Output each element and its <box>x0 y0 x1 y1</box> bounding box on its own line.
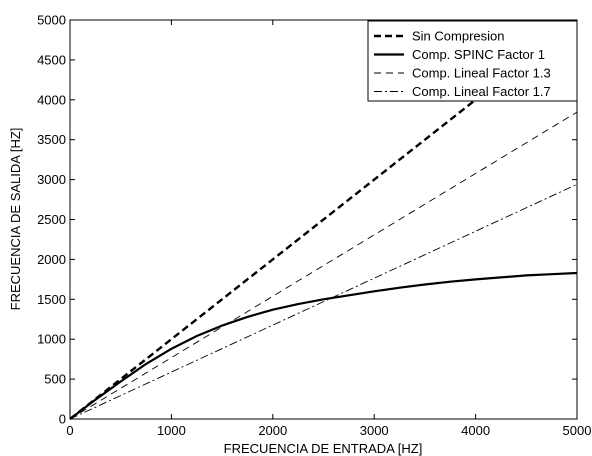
y-tick-label: 2000 <box>37 252 66 267</box>
series-line-3 <box>69 111 578 420</box>
legend-label-3: Comp. Lineal Factor 1.3 <box>412 66 551 81</box>
y-tick-label: 1000 <box>37 332 66 347</box>
series-line-2 <box>69 271 578 420</box>
legend-label-4: Comp. Lineal Factor 1.7 <box>412 84 551 99</box>
ticks-layer: 0 1000 2000 3000 4000 5000 0 500 1000 1500 2000 250… <box>37 13 591 439</box>
x-tick-label: 3000 <box>360 423 389 438</box>
y-tick-label: 500 <box>44 372 66 387</box>
legend: Sin Compresion Comp. SPINC Factor 1 Comp. … <box>367 20 578 102</box>
y-tick-label: 2500 <box>37 212 66 227</box>
x-tick-label: 4000 <box>461 423 490 438</box>
series-line-4 <box>69 183 578 420</box>
y-tick-label: 0 <box>59 412 66 427</box>
x-tick-label: 1000 <box>157 423 186 438</box>
y-axis-label: FRECUENCIA DE SALIDA [HZ] <box>8 128 23 311</box>
x-axis-label: FRECUENCIA DE ENTRADA [HZ] <box>224 441 423 456</box>
y-tick-label: 1500 <box>37 292 66 307</box>
x-tick-label: 2000 <box>258 423 287 438</box>
series-layer <box>69 19 578 420</box>
y-tick-label: 4500 <box>37 52 66 67</box>
legend-label-2: Comp. SPINC Factor 1 <box>412 47 545 62</box>
x-tick-label: 5000 <box>563 423 592 438</box>
y-tick-label: 4000 <box>37 92 66 107</box>
legend-label-1: Sin Compresion <box>412 29 505 44</box>
legend-box <box>367 20 578 102</box>
x-tick-label: 0 <box>66 423 73 438</box>
y-tick-label: 5000 <box>37 13 66 28</box>
y-tick-label: 3000 <box>37 172 66 187</box>
y-tick-label: 3500 <box>37 132 66 147</box>
series-line-1 <box>69 19 578 420</box>
